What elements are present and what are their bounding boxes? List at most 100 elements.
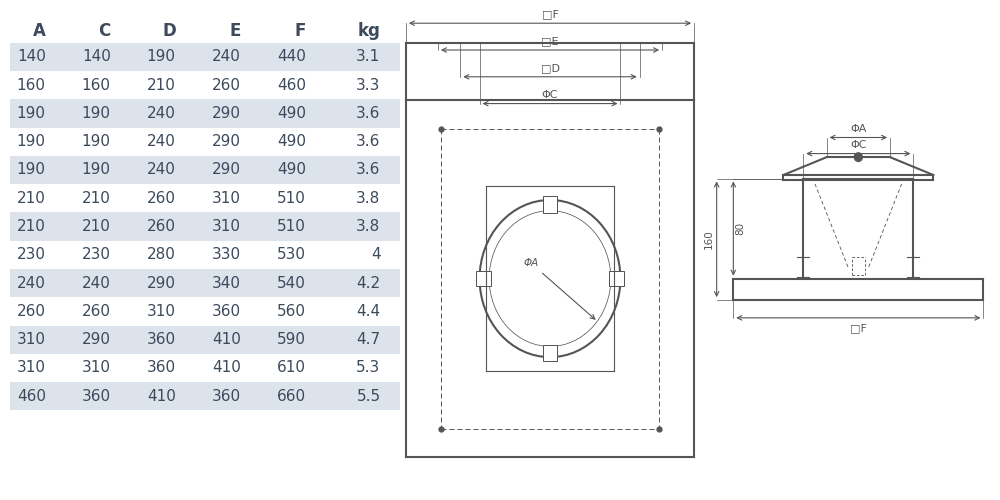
Text: 460: 460 bbox=[277, 78, 306, 92]
Text: 440: 440 bbox=[277, 50, 306, 64]
Text: ΦA: ΦA bbox=[523, 258, 538, 268]
Text: 210: 210 bbox=[17, 191, 46, 206]
Text: 240: 240 bbox=[82, 276, 111, 290]
Text: 510: 510 bbox=[277, 219, 306, 234]
Text: 490: 490 bbox=[277, 106, 306, 121]
Text: 510: 510 bbox=[277, 191, 306, 206]
Text: 280: 280 bbox=[147, 248, 176, 262]
Text: □E: □E bbox=[541, 36, 559, 46]
Circle shape bbox=[854, 153, 862, 162]
Text: 190: 190 bbox=[17, 106, 46, 121]
Text: 260: 260 bbox=[212, 78, 241, 92]
Text: ΦA: ΦA bbox=[850, 124, 867, 134]
Text: 310: 310 bbox=[17, 360, 46, 376]
Text: 3.6: 3.6 bbox=[356, 106, 380, 121]
Text: 3.1: 3.1 bbox=[356, 50, 380, 64]
Text: 210: 210 bbox=[82, 219, 111, 234]
Text: 410: 410 bbox=[212, 332, 241, 347]
Text: 310: 310 bbox=[212, 191, 241, 206]
Text: 410: 410 bbox=[147, 388, 176, 404]
FancyBboxPatch shape bbox=[10, 100, 400, 128]
Text: 5.3: 5.3 bbox=[356, 360, 380, 376]
Text: 490: 490 bbox=[277, 162, 306, 178]
Text: □F: □F bbox=[542, 10, 558, 20]
Text: 360: 360 bbox=[147, 360, 176, 376]
Text: 160: 160 bbox=[82, 78, 111, 92]
FancyBboxPatch shape bbox=[10, 269, 400, 297]
Text: 3.6: 3.6 bbox=[356, 162, 380, 178]
Text: 210: 210 bbox=[147, 78, 176, 92]
Text: 330: 330 bbox=[212, 248, 241, 262]
Text: 540: 540 bbox=[277, 276, 306, 290]
Text: 190: 190 bbox=[17, 134, 46, 149]
Text: A: A bbox=[33, 22, 46, 40]
Text: 4.4: 4.4 bbox=[356, 304, 380, 319]
Text: C: C bbox=[98, 22, 111, 40]
Text: □D: □D bbox=[540, 63, 560, 73]
FancyBboxPatch shape bbox=[10, 43, 400, 71]
Text: 560: 560 bbox=[277, 304, 306, 319]
Text: 360: 360 bbox=[82, 388, 111, 404]
Text: □F: □F bbox=[850, 323, 867, 333]
Text: 230: 230 bbox=[17, 248, 46, 262]
Text: 310: 310 bbox=[212, 219, 241, 234]
Text: 3.6: 3.6 bbox=[356, 134, 380, 149]
Text: 530: 530 bbox=[277, 248, 306, 262]
Text: 260: 260 bbox=[147, 191, 176, 206]
Text: 290: 290 bbox=[147, 276, 176, 290]
Text: 660: 660 bbox=[277, 388, 306, 404]
Text: 590: 590 bbox=[277, 332, 306, 347]
Text: 360: 360 bbox=[147, 332, 176, 347]
Text: 240: 240 bbox=[17, 276, 46, 290]
Text: 3.3: 3.3 bbox=[356, 78, 380, 92]
Text: 290: 290 bbox=[212, 162, 241, 178]
FancyBboxPatch shape bbox=[10, 326, 400, 354]
Text: 310: 310 bbox=[17, 332, 46, 347]
Text: 290: 290 bbox=[82, 332, 111, 347]
Text: 240: 240 bbox=[212, 50, 241, 64]
Text: 290: 290 bbox=[212, 106, 241, 121]
Text: 190: 190 bbox=[147, 50, 176, 64]
Text: 310: 310 bbox=[147, 304, 176, 319]
Text: 160: 160 bbox=[17, 78, 46, 92]
Text: ΦC: ΦC bbox=[542, 90, 558, 100]
Text: 230: 230 bbox=[82, 248, 111, 262]
Text: 190: 190 bbox=[82, 162, 111, 178]
Bar bbox=[609, 270, 624, 286]
Text: 360: 360 bbox=[212, 304, 241, 319]
Bar bbox=[543, 344, 557, 360]
Text: F: F bbox=[294, 22, 306, 40]
Text: 490: 490 bbox=[277, 134, 306, 149]
Text: 4: 4 bbox=[371, 248, 380, 262]
Text: 4.7: 4.7 bbox=[356, 332, 380, 347]
Text: 410: 410 bbox=[212, 360, 241, 376]
Bar bbox=[543, 196, 557, 212]
Text: 260: 260 bbox=[82, 304, 111, 319]
Text: 210: 210 bbox=[82, 191, 111, 206]
Text: 80: 80 bbox=[735, 222, 745, 235]
Text: D: D bbox=[162, 22, 176, 40]
Bar bbox=[476, 270, 491, 286]
FancyBboxPatch shape bbox=[10, 382, 400, 410]
Text: 460: 460 bbox=[17, 388, 46, 404]
Text: 3.8: 3.8 bbox=[356, 219, 380, 234]
Text: 340: 340 bbox=[212, 276, 241, 290]
Text: 240: 240 bbox=[147, 134, 176, 149]
FancyBboxPatch shape bbox=[10, 156, 400, 184]
Text: 140: 140 bbox=[82, 50, 111, 64]
Text: 190: 190 bbox=[82, 106, 111, 121]
Text: ΦC: ΦC bbox=[850, 140, 867, 150]
Text: 4.2: 4.2 bbox=[356, 276, 380, 290]
Text: 260: 260 bbox=[147, 219, 176, 234]
Text: 310: 310 bbox=[82, 360, 111, 376]
Text: 260: 260 bbox=[17, 304, 46, 319]
FancyBboxPatch shape bbox=[10, 212, 400, 240]
Text: 140: 140 bbox=[17, 50, 46, 64]
Text: 160: 160 bbox=[703, 230, 713, 249]
Text: 240: 240 bbox=[147, 162, 176, 178]
Text: 190: 190 bbox=[82, 134, 111, 149]
Text: E: E bbox=[229, 22, 241, 40]
Text: 240: 240 bbox=[147, 106, 176, 121]
Text: 210: 210 bbox=[17, 219, 46, 234]
Text: 610: 610 bbox=[277, 360, 306, 376]
